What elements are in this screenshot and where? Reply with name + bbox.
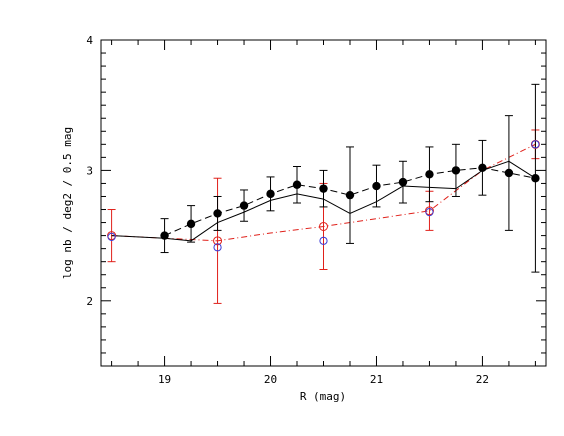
black-data-point — [504, 168, 514, 178]
black-data-point — [319, 184, 328, 193]
blue-data-point — [531, 140, 540, 149]
x-tick-label: 21 — [370, 373, 383, 386]
y-axis-label: log nb / deg2 / 0.5 mag — [61, 127, 74, 279]
series-layer — [107, 83, 540, 304]
blue-data-point — [319, 236, 328, 245]
black-data-point — [160, 231, 169, 240]
red-data-point — [213, 236, 223, 246]
x-tick-label: 19 — [158, 373, 171, 386]
axis-ticks — [101, 39, 546, 367]
black-data-point — [478, 163, 487, 172]
black-solid-line — [111, 160, 536, 242]
black-data-point — [239, 201, 249, 210]
black-data-point — [372, 181, 381, 191]
black-data-point — [531, 174, 540, 183]
black-data-point — [266, 189, 275, 199]
black-data-point — [398, 177, 408, 187]
black-data-point — [213, 209, 222, 218]
black-data-point — [451, 166, 461, 175]
black-data-point — [425, 170, 434, 179]
blue-data-point — [425, 208, 434, 217]
x-tick-label: 20 — [264, 373, 277, 386]
x-axis-label: R (mag) — [300, 390, 346, 403]
black-data-point — [292, 180, 302, 189]
red-data-point — [424, 206, 434, 216]
blue-data-point — [107, 232, 116, 242]
red-data-point — [107, 231, 117, 241]
red-data-point — [319, 221, 328, 231]
blue-data-point — [213, 243, 222, 252]
y-tick-label: 4 — [86, 34, 93, 47]
y-tick-label: 2 — [86, 295, 93, 308]
black-data-point — [186, 219, 196, 229]
black-dashed-line — [164, 167, 536, 237]
red-dashdot-line — [111, 143, 536, 242]
x-tick-label: 22 — [476, 373, 489, 386]
y-tick-label: 3 — [86, 164, 93, 177]
black-data-point — [345, 190, 355, 200]
